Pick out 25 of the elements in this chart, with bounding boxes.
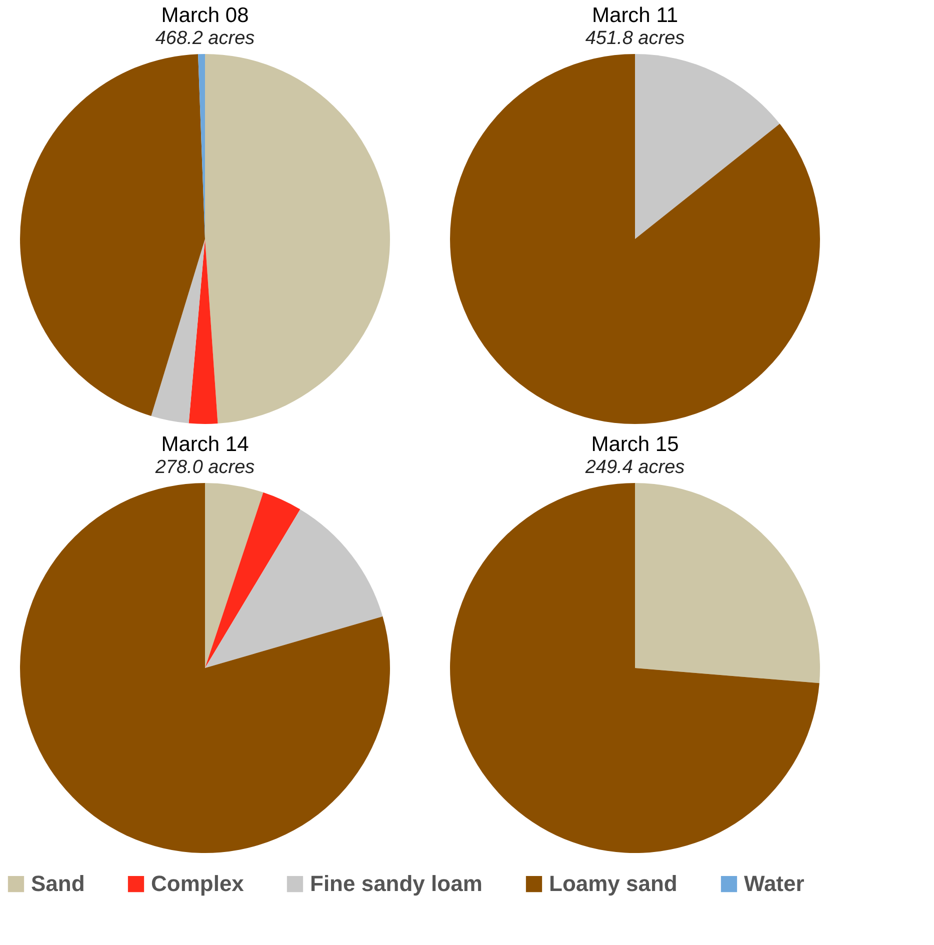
legend-label: Water — [744, 871, 805, 896]
legend-label: Complex — [151, 871, 245, 896]
pie-slice — [635, 54, 780, 239]
pie-slice — [205, 492, 300, 668]
chart-subtitle: 249.4 acres — [584, 457, 686, 478]
legend-label: Fine sandy loam — [310, 871, 482, 896]
legend-label: Sand — [31, 871, 85, 896]
legend-label: Loamy sand — [549, 871, 678, 896]
chart-title: March 11 — [592, 4, 678, 27]
pie-slice — [635, 483, 820, 684]
chart-subtitle: 468.2 acres — [155, 28, 256, 49]
pie-slice — [151, 239, 205, 424]
pie-slice — [188, 239, 218, 424]
chart-subtitle: 451.8 acres — [585, 28, 686, 49]
pie-slice — [205, 54, 390, 424]
pie-slice — [450, 483, 820, 853]
pie-slice — [205, 483, 264, 668]
chart-subtitle: 278.0 acres — [154, 457, 256, 478]
chart-title: March 08 — [161, 4, 249, 27]
pie-slice — [20, 483, 390, 853]
chart-title: March 15 — [591, 433, 679, 456]
chart-title: March 14 — [161, 433, 250, 456]
pie-slice — [20, 54, 205, 416]
pie-slice — [205, 509, 383, 668]
pie-slice — [450, 54, 820, 424]
